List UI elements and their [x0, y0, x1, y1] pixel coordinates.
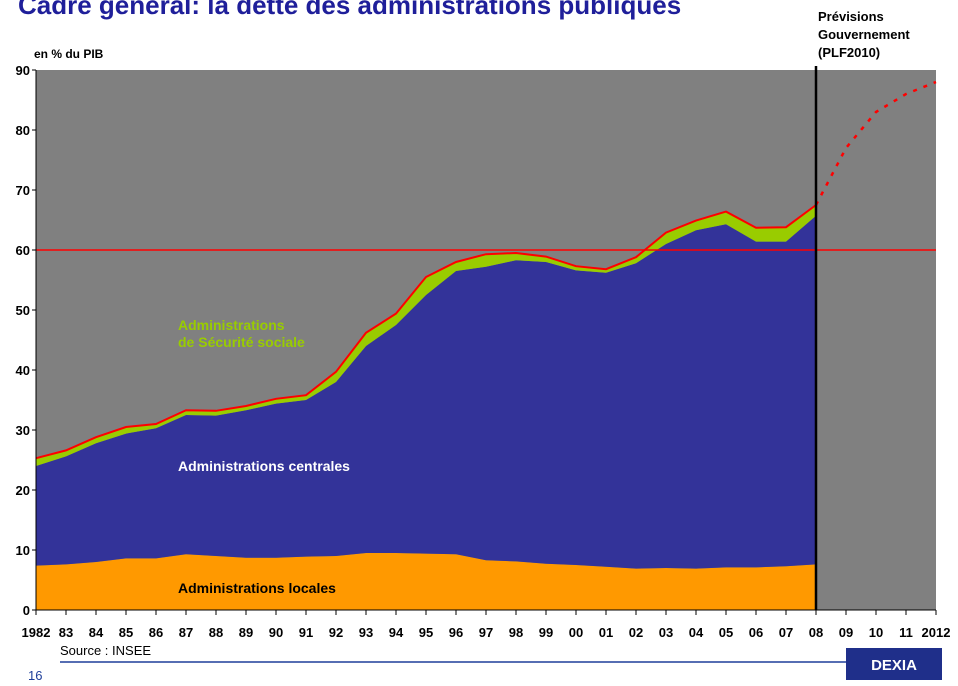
x-tick-label: 1982 [22, 625, 51, 640]
total-line [35, 204, 817, 460]
x-tick-label: 89 [239, 625, 253, 640]
x-tick-label: 90 [269, 625, 283, 640]
x-tick-label: 03 [659, 625, 673, 640]
y-axis-label: en % du PIB [34, 47, 104, 61]
area [36, 205, 816, 466]
logo-box [846, 648, 942, 680]
y-tick-label: 30 [16, 423, 30, 438]
x-tick-label: 88 [209, 625, 223, 640]
x-tick-label: 83 [59, 625, 73, 640]
y-tick-label: 80 [16, 123, 30, 138]
x-tick-label: 99 [539, 625, 553, 640]
x-tick-label: 08 [809, 625, 823, 640]
area [36, 553, 816, 610]
chart-title: Cadre général: la dette des administrati… [18, 0, 681, 20]
x-tick-label: 96 [449, 625, 463, 640]
x-tick-label: 07 [779, 625, 793, 640]
x-tick-label: 86 [149, 625, 163, 640]
x-tick-label: 91 [299, 625, 313, 640]
y-tick-label: 40 [16, 363, 30, 378]
x-tick-label: 00 [569, 625, 583, 640]
series-label: Administrations centrales [178, 458, 350, 474]
x-tick-label: 85 [119, 625, 133, 640]
x-tick-label: 09 [839, 625, 853, 640]
x-tick-label: 92 [329, 625, 343, 640]
x-tick-label: 11 [899, 625, 913, 640]
y-tick-label: 0 [23, 603, 30, 618]
series-label: Administrations locales [178, 580, 336, 596]
x-tick-label: 87 [179, 625, 193, 640]
x-tick-label: 94 [389, 625, 404, 640]
forecast-line [814, 80, 937, 206]
annotation: Prévisions Gouvernement (PLF2010) [818, 9, 910, 60]
x-tick-label: 97 [479, 625, 493, 640]
x-tick-label: 98 [509, 625, 523, 640]
x-tick-label: 05 [719, 625, 733, 640]
area [36, 215, 816, 569]
y-tick-label: 20 [16, 483, 30, 498]
y-tick-label: 70 [16, 183, 30, 198]
series-label: Administrations de Sécurité sociale [178, 317, 305, 350]
x-tick-label: 01 [599, 625, 613, 640]
x-tick-label: 02 [629, 625, 643, 640]
x-tick-label: 2012 [922, 625, 951, 640]
y-tick-label: 50 [16, 303, 30, 318]
x-tick-label: 84 [89, 625, 104, 640]
x-tick-label: 10 [869, 625, 883, 640]
x-tick-label: 04 [689, 625, 704, 640]
y-tick-label: 10 [16, 543, 30, 558]
logo: DEXIA [871, 657, 917, 674]
x-tick-label: 06 [749, 625, 763, 640]
x-tick-label: 95 [419, 625, 433, 640]
y-tick-label: 60 [16, 243, 30, 258]
x-tick-label: 93 [359, 625, 373, 640]
y-tick-label: 90 [16, 63, 30, 78]
source: Source : INSEE [60, 643, 151, 658]
page-number: 16 [28, 668, 42, 683]
